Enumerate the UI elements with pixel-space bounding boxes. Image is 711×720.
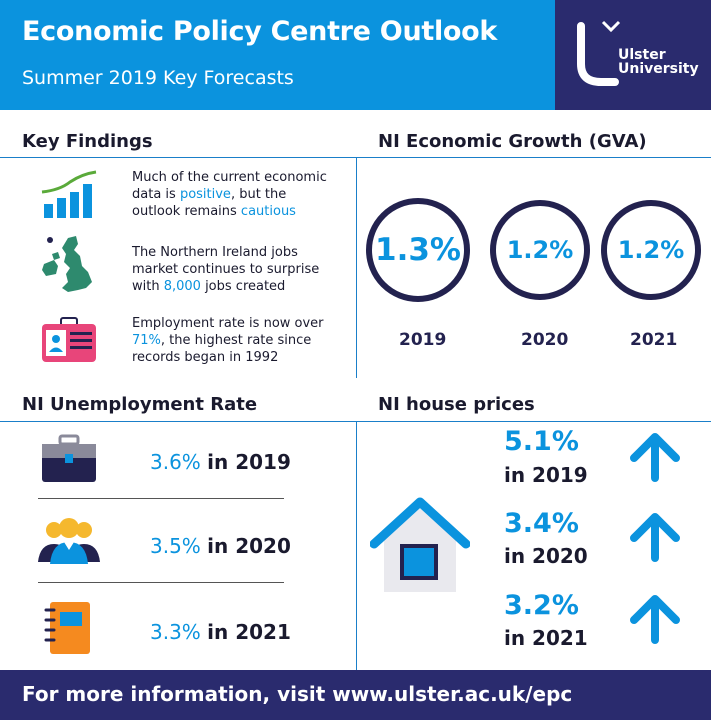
briefcase-icon <box>42 434 96 482</box>
footer-banner: For more information, visit www.ulster.a… <box>0 670 711 720</box>
finding-1-text: Much of the current economic data is pos… <box>132 170 327 219</box>
finding-3-text: Employment rate is now over 71%, the hig… <box>132 316 324 365</box>
unemployment-2021: 3.3% in 2021 <box>150 620 291 644</box>
growth-circle-2019: 1.3% <box>366 198 470 302</box>
vertical-divider-bottom <box>356 421 357 670</box>
house-price-pct-2020: 3.4% <box>504 508 579 539</box>
divider <box>356 421 711 422</box>
divider <box>0 421 356 422</box>
header-banner: Economic Policy Centre Outlook Summer 20… <box>0 0 555 110</box>
divider <box>356 157 711 158</box>
uk-map-icon <box>42 236 92 292</box>
unemployment-year-2019: in 2019 <box>207 450 291 474</box>
notebook-icon <box>44 602 90 654</box>
house-price-pct-2019: 5.1% <box>504 426 579 457</box>
growth-year-2019: 2019 <box>399 330 447 350</box>
divider <box>0 157 356 158</box>
arrow-up-icon <box>630 433 680 482</box>
row-divider <box>38 498 284 499</box>
bar-chart-icon <box>41 170 97 218</box>
row-divider <box>38 582 284 583</box>
logo-wordmark: Ulster University <box>618 48 699 76</box>
key-findings-heading: Key Findings <box>22 131 153 152</box>
growth-year-2020: 2020 <box>521 330 569 350</box>
vertical-divider-top <box>356 158 357 378</box>
page-subtitle: Summer 2019 Key Forecasts <box>22 67 294 89</box>
unemployment-year-2020: in 2020 <box>207 534 291 558</box>
house-prices-heading: NI house prices <box>378 394 535 415</box>
logo-line-1: Ulster <box>618 47 666 63</box>
growth-year-2021: 2021 <box>630 330 678 350</box>
unemployment-pct-2020: 3.5% <box>150 534 201 558</box>
unemployment-2020: 3.5% in 2020 <box>150 534 291 558</box>
house-price-year-2021: in 2021 <box>504 626 588 650</box>
footer-link-text[interactable]: For more information, visit www.ulster.a… <box>22 682 573 706</box>
growth-circle-2021: 1.2% <box>601 200 701 300</box>
growth-heading: NI Economic Growth (GVA) <box>378 131 647 152</box>
finding-2-text: The Northern Ireland jobs market continu… <box>132 245 320 294</box>
unemployment-pct-2019: 3.6% <box>150 450 201 474</box>
unemployment-pct-2021: 3.3% <box>150 620 201 644</box>
unemployment-year-2021: in 2021 <box>207 620 291 644</box>
unemployment-heading: NI Unemployment Rate <box>22 394 258 415</box>
arrow-up-icon <box>630 513 680 562</box>
university-logo[interactable]: Ulster University <box>555 0 711 110</box>
house-icon <box>370 497 470 592</box>
house-price-year-2019: in 2019 <box>504 463 588 487</box>
id-card-icon <box>42 317 96 362</box>
people-icon <box>38 518 100 564</box>
house-price-pct-2021: 3.2% <box>504 590 579 621</box>
arrow-up-icon <box>630 595 680 644</box>
page-title: Economic Policy Centre Outlook <box>22 16 498 47</box>
house-price-year-2020: in 2020 <box>504 544 588 568</box>
growth-circle-2020: 1.2% <box>490 200 590 300</box>
unemployment-2019: 3.6% in 2019 <box>150 450 291 474</box>
ulster-logo-icon <box>577 20 621 86</box>
logo-line-2: University <box>618 61 699 77</box>
